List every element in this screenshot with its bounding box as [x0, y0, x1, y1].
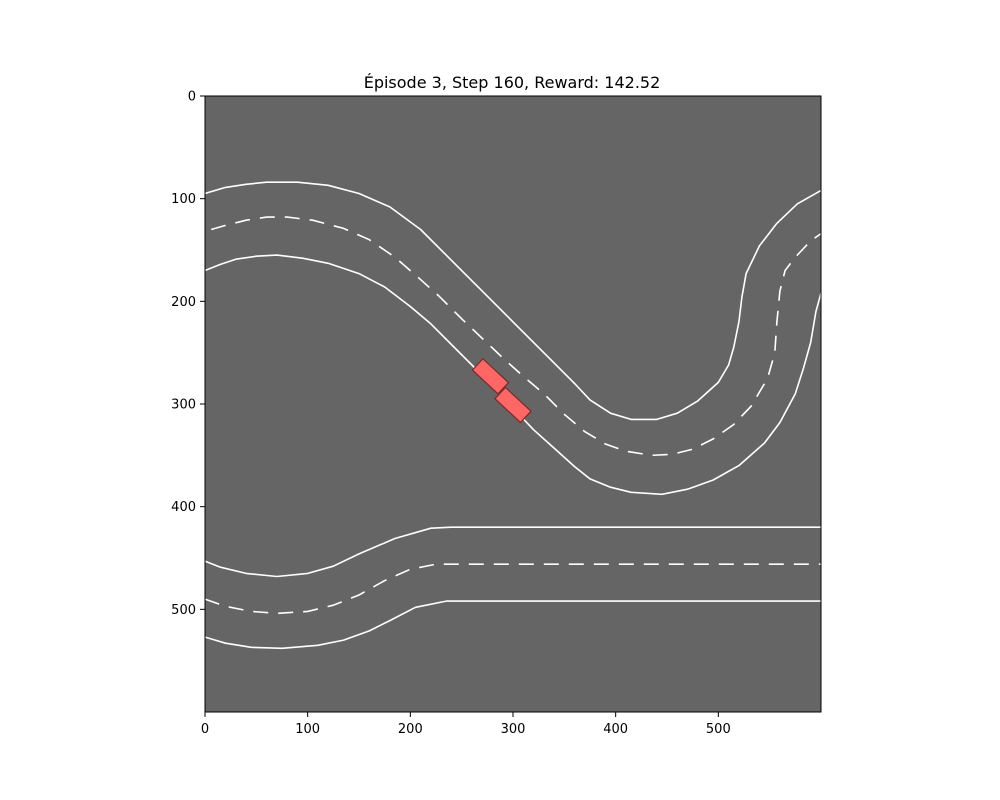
lane-edge-outer	[205, 181, 821, 421]
x-tick-label: 500	[706, 722, 731, 737]
vehicle-layer	[471, 357, 532, 424]
x-tick-label: 0	[201, 722, 209, 737]
lane-center-dashed	[205, 563, 821, 615]
vehicle-car-2	[494, 386, 532, 424]
y-tick-label: 500	[171, 603, 196, 618]
y-tick-label: 400	[171, 500, 196, 515]
lane-edge-inner	[205, 254, 821, 496]
y-axis: 0 100 200 300 400 500	[171, 90, 205, 618]
y-tick-label: 200	[171, 295, 196, 310]
plot-axes	[204, 95, 822, 713]
x-tick-label: 100	[295, 722, 320, 737]
y-tick-label: 0	[188, 90, 196, 105]
lane-edge-outer	[205, 526, 821, 578]
lane-center-dashed	[210, 216, 821, 457]
road-upper-s-curve	[205, 181, 821, 496]
x-axis: 0 100 200 300 400 500	[201, 712, 731, 737]
lane-edge-inner	[205, 600, 821, 650]
road-layer	[205, 181, 821, 650]
x-tick-label: 200	[398, 722, 423, 737]
x-tick-label: 400	[603, 722, 628, 737]
x-tick-label: 300	[501, 722, 526, 737]
plot-title: Épisode 3, Step 160, Reward: 142.52	[364, 73, 661, 92]
road-lower-straight	[205, 526, 821, 650]
y-tick-label: 300	[171, 398, 196, 413]
y-tick-label: 100	[171, 192, 196, 207]
vehicle-car-1	[471, 357, 510, 395]
